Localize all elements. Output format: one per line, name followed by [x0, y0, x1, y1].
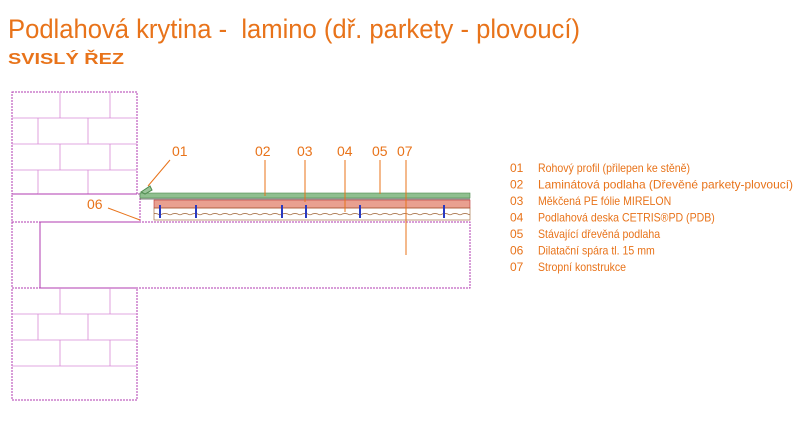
callout-label: 05 — [372, 143, 388, 159]
legend-text: Podlahová deska CETRIS®PD (PDB) — [538, 211, 715, 225]
legend-number: 06 — [510, 244, 524, 258]
subtitle: SVISLÝ ŘEZ — [8, 49, 124, 68]
legend-text: Stávající dřevěná podlaha — [538, 227, 660, 241]
title: Podlahová krytina - lamino (dř. parkety … — [8, 14, 580, 44]
callout-label: 03 — [297, 143, 313, 159]
legend-number: 04 — [510, 211, 524, 225]
callout-label: 07 — [397, 143, 413, 159]
legend-text: Dilatační spára tl. 15 mm — [538, 244, 655, 258]
legend-text: Měkčená PE fólie MIRELON — [538, 194, 671, 208]
wall-section — [11, 91, 471, 401]
legend-number: 02 — [510, 178, 524, 192]
legend-text: Rohový profil (přilepen ke stěně) — [538, 161, 690, 175]
legend-number: 05 — [510, 227, 524, 241]
legend-text: Laminátová podlaha (Dřevěné parkety-plov… — [538, 178, 793, 192]
callout-label: 04 — [337, 143, 353, 159]
legend-number: 07 — [510, 260, 524, 274]
leader-lines — [107, 159, 407, 255]
legend-text: Stropní konstrukce — [538, 260, 626, 274]
legend-number: 01 — [510, 161, 524, 175]
callout-label: 06 — [87, 196, 103, 212]
callout-label: 02 — [255, 143, 271, 159]
legend-number: 03 — [510, 194, 524, 208]
callout-label: 01 — [172, 143, 188, 159]
